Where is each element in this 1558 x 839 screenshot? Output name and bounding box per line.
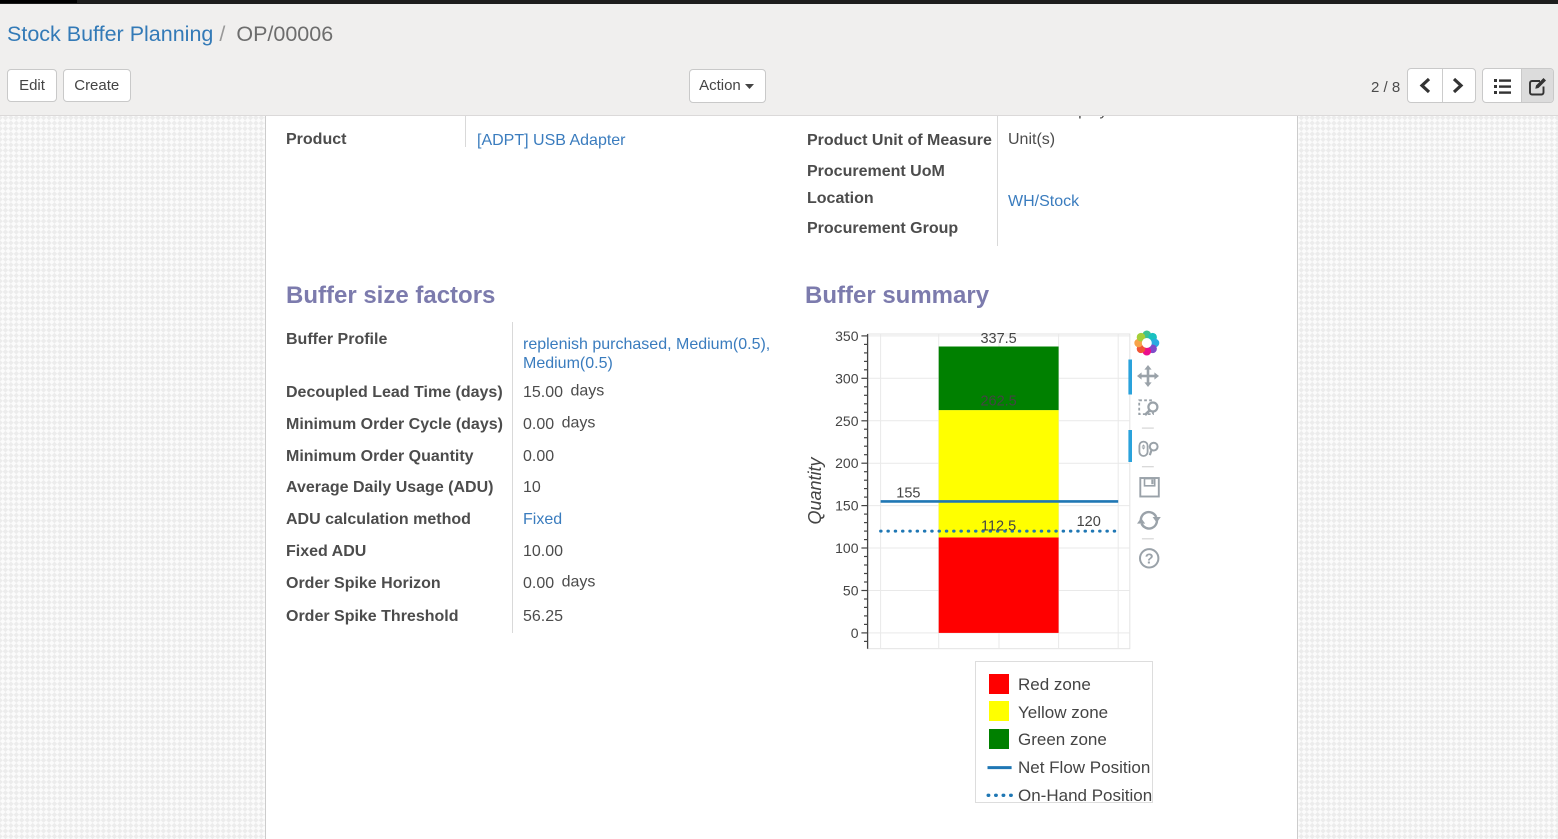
svg-text:150: 150 [835,498,859,514]
svg-text:?: ? [1145,552,1154,568]
svg-text:100: 100 [835,540,859,556]
svg-text:50: 50 [843,583,859,599]
svg-text:337.5: 337.5 [980,331,1016,347]
svg-text:250: 250 [835,413,859,429]
svg-text:262.5: 262.5 [980,394,1016,410]
svg-text:0: 0 [851,625,859,641]
svg-text:Quantity: Quantity [805,456,825,524]
svg-text:155: 155 [896,485,920,501]
svg-text:200: 200 [835,455,859,471]
svg-text:350: 350 [835,328,859,344]
svg-text:300: 300 [835,370,859,386]
svg-text:112.5: 112.5 [981,518,1016,534]
svg-text:120: 120 [1077,514,1101,530]
